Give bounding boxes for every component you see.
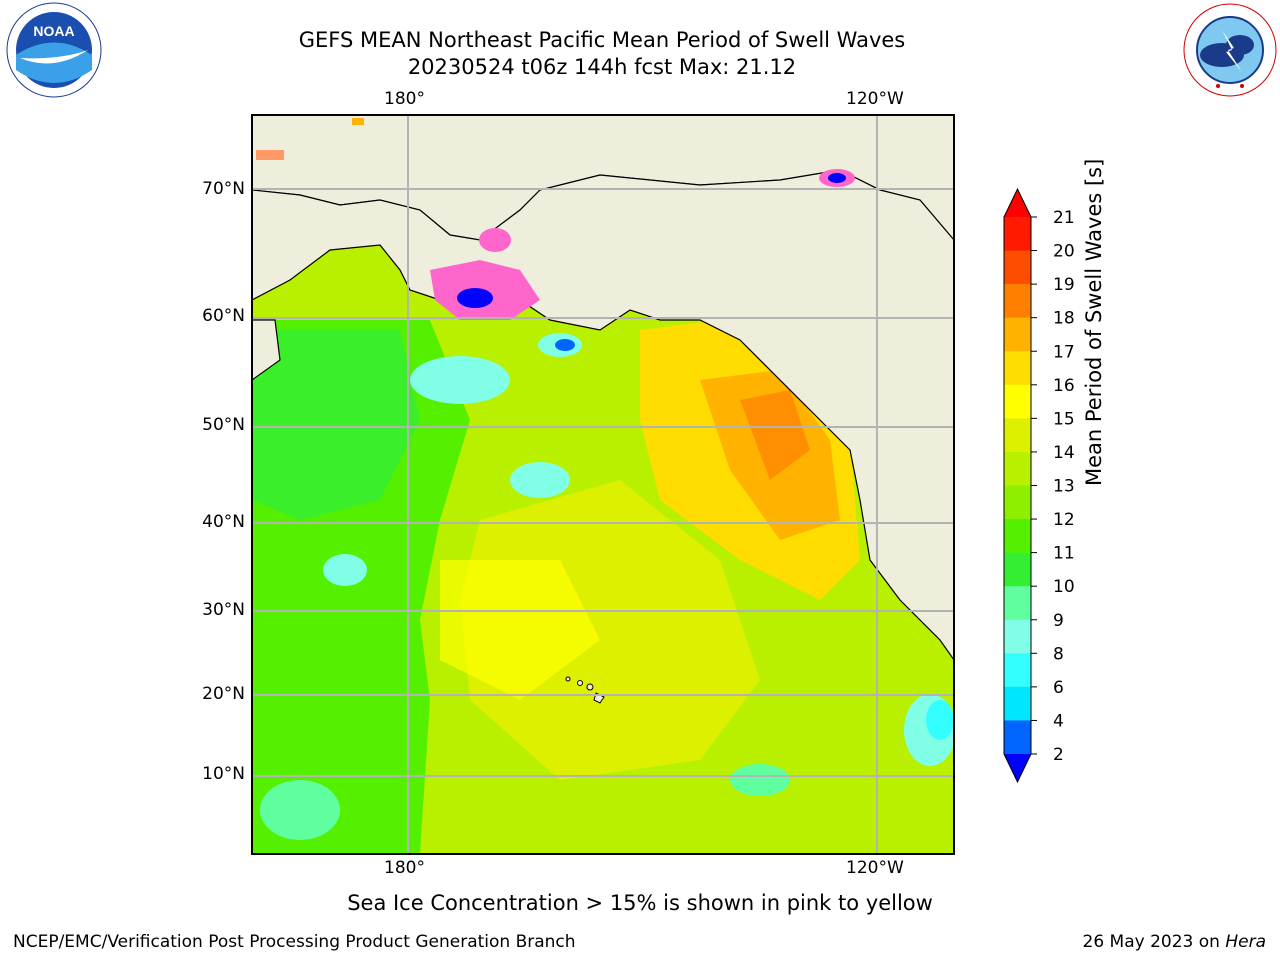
colorbar-tick-label: 8	[1053, 644, 1064, 664]
lon-label-bottom-180: 180°	[384, 858, 425, 878]
lat-label-40n: 40°N	[202, 512, 245, 532]
lon-label-top-120w: 120°W	[846, 89, 904, 109]
field-cyan-east-core	[926, 700, 954, 740]
colorbar-segment	[1004, 552, 1031, 587]
map-field	[252, 115, 954, 854]
colorbar-segment	[1004, 519, 1031, 554]
lat-label-60n: 60°N	[202, 306, 245, 326]
map-frame	[251, 114, 955, 855]
field-cyan-mid	[510, 462, 570, 498]
colorbar-tick-label: 17	[1053, 342, 1075, 362]
field-east-dark-orange	[740, 390, 810, 480]
lat-label-20n: 20°N	[202, 684, 245, 704]
field-cyan-north	[410, 356, 510, 404]
colorbar-label: Mean Period of Swell Waves [s]	[1082, 158, 1106, 486]
sea-ice-nw	[256, 150, 284, 160]
lon-label-top-180: 180°	[384, 89, 425, 109]
colorbar-max-arrow	[1004, 189, 1031, 217]
lat-label-50n: 50°N	[202, 415, 245, 435]
colorbar-segment	[1004, 250, 1031, 285]
colorbar-segment	[1004, 619, 1031, 654]
footer-date: 26 May 2023 on Hera	[1083, 932, 1267, 952]
colorbar-segment	[1004, 586, 1031, 621]
lat-label-10n: 10°N	[202, 764, 245, 784]
footer-date-text: 26 May 2023 on	[1082, 932, 1220, 952]
lat-label-70n: 70°N	[202, 179, 245, 199]
colorbar-min-arrow	[1004, 754, 1031, 782]
colorbar-segment	[1004, 686, 1031, 721]
field-yellow-patch	[440, 560, 600, 700]
chart-subtitle: 20230524 t06z 144h fcst Max: 21.12	[407, 55, 797, 79]
field-west-green-dark	[252, 330, 420, 520]
colorbar-tick-label: 19	[1053, 275, 1075, 295]
colorbar-segment	[1004, 451, 1031, 486]
sea-ice-note: Sea Ice Concentration > 15% is shown in …	[347, 891, 933, 915]
colorbar-segment	[1004, 653, 1031, 688]
lon-label-bottom-120w: 120°W	[846, 858, 904, 878]
colorbar-tick-label: 20	[1053, 242, 1075, 262]
field-green-southeast	[730, 764, 790, 796]
colorbar-segment	[1004, 720, 1031, 755]
colorbar-segment	[1004, 384, 1031, 419]
colorbar-tick-label: 15	[1053, 409, 1075, 429]
noaa-logo: NOAA	[6, 2, 102, 98]
noaa-logo-text: NOAA	[33, 23, 74, 39]
nws-logo	[1183, 3, 1277, 97]
colorbar-segment	[1004, 485, 1031, 520]
colorbar-tick-label: 18	[1053, 309, 1075, 329]
colorbar-segment	[1004, 418, 1031, 453]
field-center-yellow	[460, 480, 760, 780]
cook-inlet-core	[555, 339, 575, 351]
colorbar-segment	[1004, 351, 1031, 386]
sea-ice-hudson-core	[828, 173, 846, 183]
colorbar-tick-label: 10	[1053, 577, 1075, 597]
footer-credit: NCEP/EMC/Verification Post Processing Pr…	[13, 932, 576, 952]
colorbar-tick-label: 9	[1053, 611, 1064, 631]
colorbar-segment	[1004, 217, 1031, 252]
colorbar-tick-label: 2	[1053, 745, 1064, 765]
land-siberia	[252, 319, 281, 381]
lat-label-30n: 30°N	[202, 600, 245, 620]
colorbar-tick-label: 6	[1053, 678, 1064, 698]
sea-ice-north	[479, 228, 511, 252]
field-green-southwest	[260, 780, 340, 840]
colorbar-tick-label: 13	[1053, 477, 1075, 497]
colorbar-segment	[1004, 317, 1031, 352]
colorbar-tick-label: 21	[1053, 208, 1075, 228]
footer-host: Hera	[1225, 932, 1266, 952]
sea-ice-core	[457, 288, 493, 308]
colorbar-tick-label: 4	[1053, 711, 1064, 731]
colorbar-tick-label: 16	[1053, 376, 1075, 396]
colorbar-tick-label: 14	[1053, 443, 1075, 463]
chart-title: GEFS MEAN Northeast Pacific Mean Period …	[298, 28, 906, 52]
map-gridlines	[252, 115, 954, 854]
field-cyan-west	[323, 554, 367, 586]
colorbar-tick-label: 11	[1053, 544, 1075, 564]
colorbar-tick-label: 12	[1053, 510, 1075, 530]
sea-ice-top	[352, 118, 364, 125]
colorbar-segment	[1004, 284, 1031, 319]
